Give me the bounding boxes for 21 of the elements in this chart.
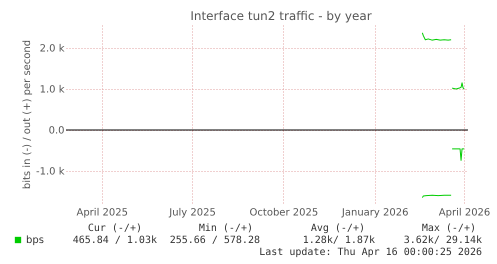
y-tick-label: 0.0 [48, 125, 64, 136]
x-tick-label: July 2025 [168, 208, 216, 218]
x-tick-label: April 2026 [438, 208, 490, 218]
chart-title: Interface tun2 traffic - by year [190, 9, 372, 23]
y-tick-label: 2.0 k [40, 43, 65, 54]
x-tick-label: April 2025 [76, 208, 128, 218]
x-tick-label: October 2025 [250, 208, 318, 218]
text: 465.84 / 1.03k [72, 235, 157, 246]
legend-label: bps [26, 235, 44, 246]
text: 3.62k/ 29.14k [404, 235, 482, 246]
text: Max (-/+) [422, 223, 476, 234]
y-tick-label: -1.0 k [36, 166, 65, 178]
text: 255.66 / 578.28 [170, 235, 260, 246]
text: Last update: Thu Apr 16 00:00:25 2026 [259, 247, 482, 258]
text: Cur (-/+) [88, 223, 142, 234]
y-tick-label: 1.0 k [40, 84, 65, 96]
text: 1.28k/ 1.87k [302, 235, 375, 246]
x-tick-label: January 2026 [340, 208, 408, 218]
y-axis-title: bits in (-) / out (+) per second [22, 40, 34, 190]
text: Min (-/+) [198, 223, 253, 234]
text: Avg (-/+) [310, 223, 365, 234]
